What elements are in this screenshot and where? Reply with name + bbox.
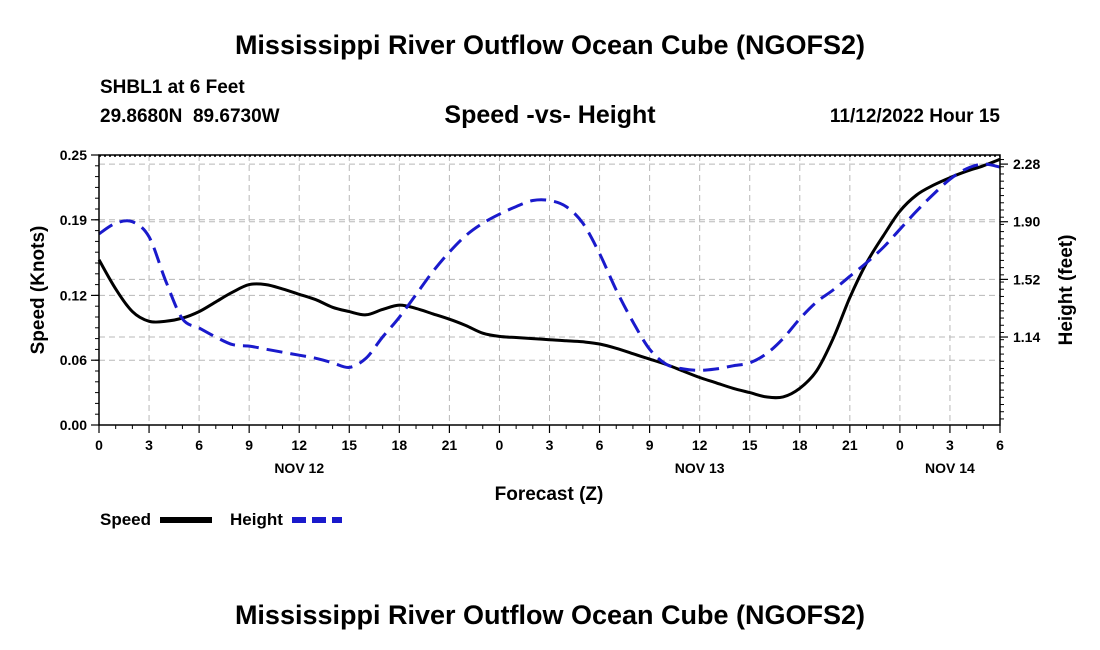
right-tick-label: 1.90: [1013, 214, 1040, 230]
legend-label-speed: Speed: [100, 510, 151, 529]
x-tick-label: 9: [245, 437, 253, 453]
x-tick-label: 3: [145, 437, 153, 453]
x-tick-label: 12: [692, 437, 708, 453]
x-tick-label: 6: [596, 437, 604, 453]
x-axis-title: Forecast (Z): [495, 484, 604, 505]
x-tick-label: 0: [896, 437, 904, 453]
x-tick-label: 18: [792, 437, 808, 453]
x-tick-label: 9: [646, 437, 654, 453]
legend-label-height: Height: [230, 510, 283, 529]
x-tick-label: 0: [95, 437, 103, 453]
left-tick-label: 0.00: [60, 417, 87, 433]
x-tick-label: 6: [996, 437, 1004, 453]
left-tick-label: 0.19: [60, 212, 87, 228]
x-day-label: NOV 12: [274, 460, 324, 476]
right-axis: 1.14 1.52 1.90 2.28: [1000, 156, 1040, 420]
y-axis-title-left: Speed (Knots): [28, 226, 49, 355]
left-axis: 0.00 0.06 0.12 0.19 0.25: [60, 147, 99, 433]
left-tick-label: 0.12: [60, 287, 87, 303]
station-label: SHBL1 at 6 Feet: [100, 77, 245, 98]
series-line-height: [98, 162, 1001, 372]
footer-title: Mississippi River Outflow Ocean Cube (NG…: [234, 600, 866, 630]
left-tick-label: 0.25: [60, 147, 87, 163]
x-tick-label: 15: [341, 437, 357, 453]
station-coordinates: 29.8680N 89.6730W: [100, 106, 280, 127]
y-axis-title-right: Height (feet): [1056, 235, 1077, 346]
x-day-label: NOV 13: [675, 460, 725, 476]
x-tick-label: 21: [442, 437, 458, 453]
x-tick-label: 3: [546, 437, 554, 453]
series-line-speed: [97, 157, 1001, 400]
x-tick-label: 6: [195, 437, 203, 453]
x-axis: 0 3 6 9 12 15 18 21 0 3 6 9 12 15 18 21 0 3 6 NOV 12 NOV 13 N…: [95, 425, 1004, 476]
x-tick-label: 3: [946, 437, 954, 453]
right-tick-label: 2.28: [1013, 156, 1040, 172]
chart-subtitle: Speed -vs- Height: [444, 101, 656, 129]
right-tick-label: 1.14: [1013, 329, 1040, 345]
x-tick-label: 0: [496, 437, 504, 453]
x-tick-label: 15: [742, 437, 758, 453]
x-day-label: NOV 14: [925, 460, 975, 476]
forecast-datetime: 11/12/2022 Hour 15: [829, 106, 1000, 127]
grid-lines: [99, 155, 1000, 425]
x-tick-label: 12: [291, 437, 307, 453]
x-tick-label: 18: [392, 437, 408, 453]
x-tick-label: 21: [842, 437, 858, 453]
legend: Speed Height: [100, 510, 342, 529]
series-group: [97, 157, 1001, 400]
chart-title: Mississippi River Outflow Ocean Cube (NG…: [234, 30, 866, 60]
left-tick-label: 0.06: [60, 352, 87, 368]
right-tick-label: 1.52: [1013, 271, 1040, 287]
